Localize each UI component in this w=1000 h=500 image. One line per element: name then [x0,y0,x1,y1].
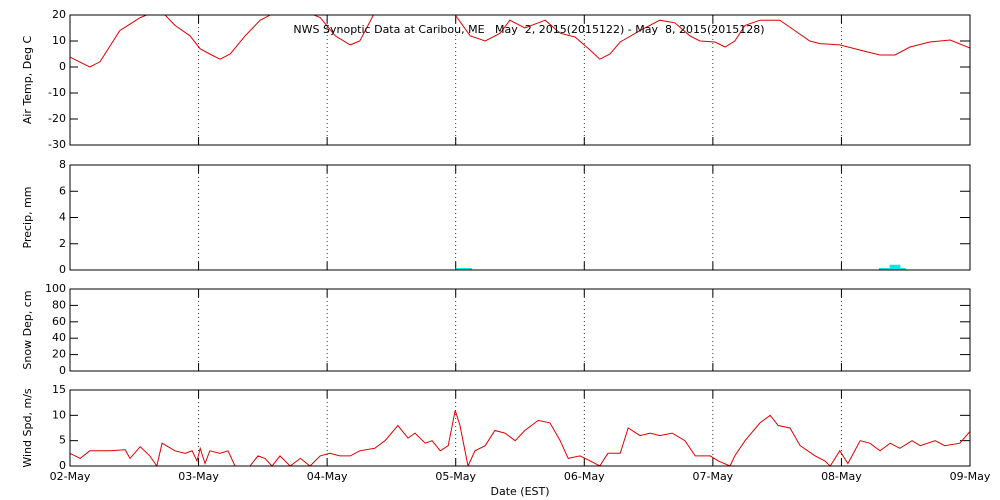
y-axis-label: Snow Dep, cm [21,290,34,369]
y-tick-label: 8 [59,158,66,171]
y-tick-label: 5 [59,434,66,447]
y-tick-label: 10 [52,408,66,421]
data-line [70,410,970,466]
y-tick-label: 0 [59,263,66,276]
bar [884,268,890,270]
y-tick-label: 6 [59,184,66,197]
chart-title: NWS Synoptic Data at Caribou, ME May 2, … [293,23,764,36]
bar [455,268,462,270]
y-tick-label: 4 [59,211,66,224]
bar [900,268,906,270]
x-tick-label: 02-May [50,470,91,483]
x-tick-label: 09-May [950,470,991,483]
y-tick-label: 40 [52,331,66,344]
y-tick-label: 0 [59,364,66,377]
y-axis-label: Wind Spd, m/s [21,388,34,468]
y-tick-label: 0 [59,60,66,73]
bar [461,268,467,270]
y-axis-label: Precip, mm [21,187,34,249]
x-tick-label: 07-May [692,470,733,483]
bar [466,268,472,270]
bar [895,264,901,270]
x-tick-label: 05-May [435,470,476,483]
x-tick-label: 04-May [307,470,348,483]
y-tick-label: 15 [52,383,66,396]
y-tick-label: -20 [48,112,66,125]
plot-frame [69,14,971,146]
data-line [70,15,970,68]
x-tick-label: 06-May [564,470,605,483]
y-tick-label: 0 [59,459,66,472]
bar [878,268,885,270]
y-tick-label: 20 [52,348,66,361]
y-tick-label: 10 [52,34,66,47]
plot-frame [69,164,971,271]
y-axis-label: Air Temp, Deg C [21,36,34,125]
y-tick-label: 100 [45,282,66,295]
plot-frame [69,389,971,467]
plot-frame [69,288,971,372]
y-tick-label: 2 [59,237,66,250]
y-tick-label: -10 [48,86,66,99]
x-axis-label: Date (EST) [490,485,549,498]
y-tick-label: 80 [52,298,66,311]
y-tick-label: 60 [52,315,66,328]
y-tick-label: -30 [48,138,66,151]
x-tick-label: 08-May [821,470,862,483]
x-tick-label: 03-May [178,470,219,483]
bar [889,264,895,270]
y-tick-label: 20 [52,8,66,21]
